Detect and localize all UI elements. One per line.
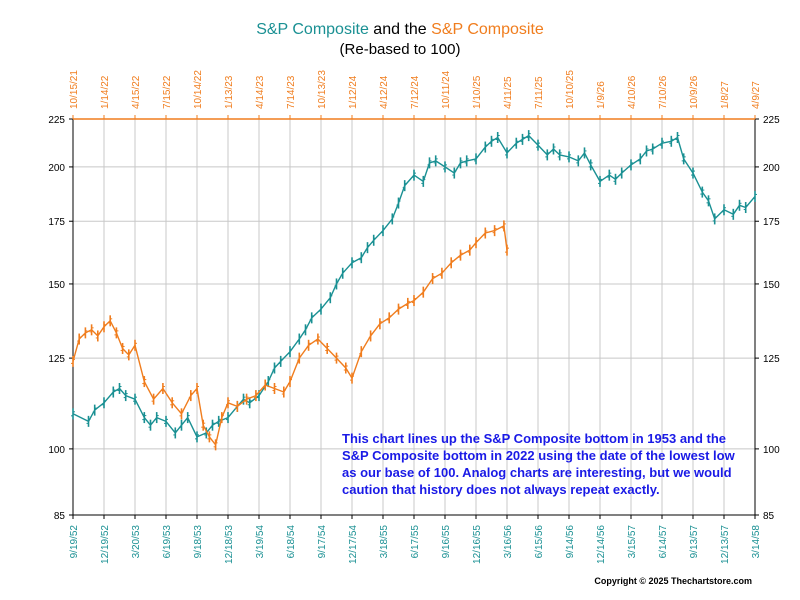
x-tick-label-top: 10/13/23 xyxy=(317,70,328,109)
x-tick-label-top: 1/12/24 xyxy=(348,75,359,109)
y-tick-label-right: 200 xyxy=(763,163,780,174)
x-tick-label-bottom: 9/16/55 xyxy=(441,525,452,559)
x-tick-label-bottom: 3/16/56 xyxy=(503,525,514,559)
x-tick-label-bottom: 9/18/53 xyxy=(193,525,204,559)
x-tick-label-top: 4/10/26 xyxy=(627,75,638,109)
y-tick-label-right: 225 xyxy=(763,115,780,126)
x-tick-label-top: 10/10/25 xyxy=(565,70,576,109)
x-tick-label-bottom: 12/19/52 xyxy=(100,525,111,564)
series-layer xyxy=(71,130,757,451)
x-tick-label-top: 1/10/25 xyxy=(472,75,483,109)
x-tick-label-top: 7/10/26 xyxy=(658,75,669,109)
series-line xyxy=(72,225,508,446)
x-tick-label-bottom: 9/19/52 xyxy=(69,525,80,559)
grid-layer xyxy=(73,119,755,515)
y-tick-label-right: 125 xyxy=(763,354,780,365)
x-tick-label-top: 1/14/22 xyxy=(100,75,111,109)
x-tick-label-top: 4/11/25 xyxy=(503,76,514,109)
x-tick-label-top: 1/9/26 xyxy=(596,81,607,109)
x-tick-label-top: 10/9/26 xyxy=(689,75,700,109)
y-tick-label-left: 150 xyxy=(48,280,65,291)
axis-layer: 85 85 100 100 125 125 150 150 175 175 200 200 225 225… xyxy=(48,70,780,564)
y-tick-label-left: 175 xyxy=(48,217,65,228)
y-tick-label-left: 225 xyxy=(48,115,65,126)
copyright-text: Copyright © 2025 Thechartstore.com xyxy=(594,576,752,586)
y-tick-label-left: 125 xyxy=(48,354,65,365)
x-tick-label-top: 1/8/27 xyxy=(720,81,731,109)
x-tick-label-bottom: 6/14/57 xyxy=(658,525,669,559)
x-tick-label-bottom: 3/14/58 xyxy=(751,525,762,559)
analog-note: This chart lines up the S&P Composite bo… xyxy=(342,431,735,497)
x-tick-label-bottom: 6/15/56 xyxy=(534,525,545,559)
x-tick-label-top: 10/11/24 xyxy=(441,70,452,109)
x-tick-label-top: 7/14/23 xyxy=(286,75,297,109)
x-tick-label-top: 7/15/22 xyxy=(162,75,173,109)
x-tick-label-bottom: 6/17/55 xyxy=(410,525,421,559)
chart-subtitle: (Re-based to 100) xyxy=(339,41,461,58)
x-tick-label-bottom: 12/14/56 xyxy=(596,525,607,564)
chart-title: S&P Composite and the S&P Composite xyxy=(0,20,800,40)
y-tick-label-left: 200 xyxy=(48,163,65,174)
y-tick-label-left: 85 xyxy=(54,511,66,522)
x-tick-label-bottom: 12/16/55 xyxy=(472,525,483,564)
x-tick-label-bottom: 12/13/57 xyxy=(720,525,731,564)
x-tick-label-top: 4/15/22 xyxy=(131,75,142,109)
x-tick-label-bottom: 9/13/57 xyxy=(689,525,700,559)
x-tick-label-bottom: 3/15/57 xyxy=(627,525,638,559)
x-tick-label-bottom: 3/18/55 xyxy=(379,525,390,559)
x-tick-label-top: 4/9/27 xyxy=(751,81,762,109)
x-tick-label-top: 4/14/23 xyxy=(255,75,266,109)
x-tick-label-bottom: 12/17/54 xyxy=(348,525,359,564)
y-tick-label-right: 85 xyxy=(763,511,775,522)
title-series-orange: S&P Composite xyxy=(431,21,544,38)
x-tick-label-top: 7/12/24 xyxy=(410,75,421,109)
x-tick-label-bottom: 6/18/54 xyxy=(286,525,297,559)
x-tick-label-top: 10/14/22 xyxy=(193,70,204,109)
x-tick-label-bottom: 6/19/53 xyxy=(162,525,173,559)
title-series-teal: S&P Composite xyxy=(256,21,369,38)
y-tick-label-right: 150 xyxy=(763,280,780,291)
series-line xyxy=(72,134,756,438)
series-orange xyxy=(71,220,509,451)
y-tick-label-left: 100 xyxy=(48,445,65,456)
x-tick-label-top: 1/13/23 xyxy=(224,75,235,109)
x-tick-label-bottom: 12/18/53 xyxy=(224,525,235,564)
x-tick-label-bottom: 9/17/54 xyxy=(317,525,328,559)
x-tick-label-top: 4/12/24 xyxy=(379,75,390,109)
y-tick-label-right: 175 xyxy=(763,217,780,228)
x-tick-label-bottom: 3/20/53 xyxy=(131,525,142,559)
x-tick-label-top: 7/11/25 xyxy=(534,76,545,109)
x-tick-label-top: 10/15/21 xyxy=(69,70,80,109)
x-tick-label-bottom: 3/19/54 xyxy=(255,525,266,559)
x-tick-label-bottom: 9/14/56 xyxy=(565,525,576,559)
y-tick-label-right: 100 xyxy=(763,445,780,456)
title-connector: and the xyxy=(368,21,432,38)
